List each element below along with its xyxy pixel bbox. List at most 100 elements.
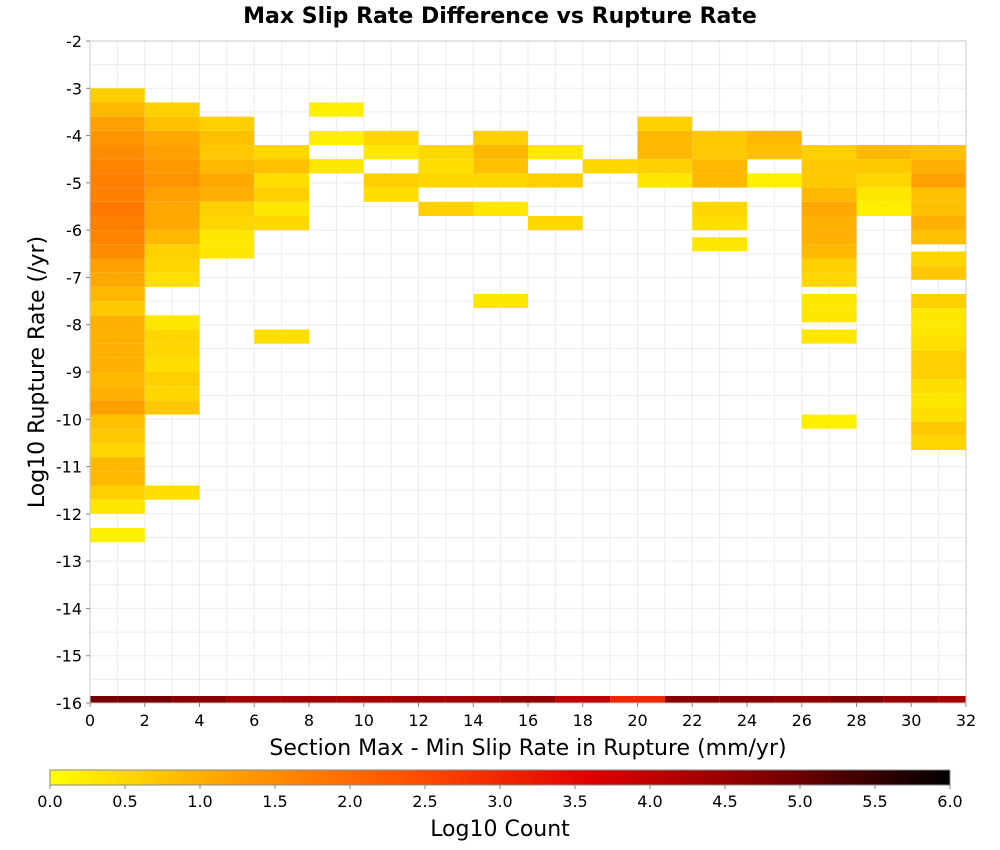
y-tick-label: -6 — [66, 221, 82, 240]
heatmap-cell — [911, 350, 966, 365]
heatmap-cell — [90, 159, 145, 174]
heatmap-cell — [199, 187, 255, 202]
heatmap-cell — [637, 130, 693, 146]
y-tick-label: -14 — [56, 599, 82, 618]
heatmap-cell — [856, 173, 912, 188]
colorbar-tick-label: 6.0 — [937, 792, 962, 811]
heatmap-cell-bottom-row — [281, 696, 337, 703]
heatmap-cell — [254, 201, 309, 216]
heatmap-cell — [254, 329, 309, 344]
heatmap-cell — [801, 308, 857, 323]
heatmap-cell — [911, 435, 966, 451]
x-tick-label: 2 — [140, 711, 150, 730]
heatmap-cell — [363, 145, 419, 160]
heatmap-cell — [90, 442, 145, 458]
heatmap-cell — [199, 201, 255, 216]
heatmap-cell — [856, 145, 912, 160]
heatmap-cell — [144, 244, 200, 259]
heatmap-cell — [911, 407, 966, 422]
heatmap-cell — [801, 244, 857, 259]
x-tick-label: 24 — [737, 711, 757, 730]
heatmap-cell — [199, 173, 255, 188]
heatmap-cell — [144, 173, 200, 188]
heatmap-cell — [199, 215, 255, 231]
heatmap-cell — [144, 215, 200, 231]
heatmap-cell — [801, 145, 857, 160]
colorbar-tick-label: 3.5 — [562, 792, 587, 811]
heatmap-cell — [90, 116, 145, 131]
heatmap-cell — [856, 201, 912, 216]
heatmap-cell — [309, 102, 364, 117]
heatmap-cell — [90, 414, 145, 429]
heatmap-cell-bottom-row — [391, 696, 446, 703]
heatmap-cell — [473, 145, 528, 160]
heatmap-cell — [90, 400, 145, 415]
heatmap-cell — [144, 102, 200, 117]
heatmap-cell — [801, 187, 857, 202]
colorbar-tick-label: 0.0 — [37, 792, 62, 811]
heatmap-cell — [90, 315, 145, 330]
heatmap-cell — [90, 357, 145, 372]
heatmap-cell-bottom-row — [500, 696, 556, 703]
heatmap-cell — [637, 173, 693, 188]
y-tick-label: -9 — [66, 363, 82, 382]
heatmap-cell — [144, 400, 200, 415]
colorbar — [49, 769, 951, 786]
heatmap-cell-bottom-row — [664, 696, 720, 703]
heatmap-cell — [911, 145, 966, 160]
y-tick-label: -15 — [56, 647, 82, 666]
heatmap-cell — [473, 173, 528, 188]
y-tick-label: -10 — [56, 410, 82, 429]
heatmap-cell — [90, 471, 145, 486]
y-tick-label: -3 — [66, 79, 82, 98]
heatmap-cell — [90, 485, 145, 500]
heatmap-cell — [199, 145, 255, 160]
x-tick-label: 20 — [627, 711, 647, 730]
y-tick-label: -7 — [66, 268, 82, 287]
heatmap-cell — [254, 145, 309, 160]
heatmap-cell — [801, 201, 857, 216]
heatmap-cell-bottom-row — [90, 696, 118, 703]
x-axis-ticks: 0 2 4 6 8 10 12 14 16 18 20 22 24 26 28 30 32 — [85, 703, 976, 730]
heatmap-cell — [473, 293, 528, 309]
heatmap-cell — [144, 201, 200, 216]
heatmap-cell — [144, 116, 200, 131]
heatmap-cell — [692, 130, 747, 146]
heatmap-cell — [254, 215, 309, 231]
heatmap-cell — [911, 336, 966, 351]
heatmap-cell — [90, 130, 145, 146]
heatmap-cells — [90, 88, 966, 703]
heatmap-cell — [363, 173, 419, 188]
heatmap-cell — [199, 230, 255, 245]
heatmap-cell-bottom-row — [226, 696, 282, 703]
heatmap-cell — [747, 145, 802, 160]
heatmap-cell — [90, 499, 145, 514]
heatmap-cell — [911, 201, 966, 216]
x-tick-label: 8 — [304, 711, 314, 730]
heatmap-cell — [90, 201, 145, 216]
heatmap-cell — [418, 159, 474, 174]
heatmap-cell — [144, 315, 200, 330]
heatmap-cell — [473, 130, 528, 146]
heatmap-cell — [911, 421, 966, 436]
heatmap-cell — [747, 130, 802, 146]
x-tick-label: 32 — [956, 711, 976, 730]
heatmap-cell — [144, 357, 200, 372]
heatmap-cell — [90, 372, 145, 387]
heatmap-cell — [801, 173, 857, 188]
colorbar-tick-label: 2.5 — [412, 792, 437, 811]
heatmap-cell — [692, 237, 747, 252]
heatmap-cell — [199, 244, 255, 259]
heatmap-cell-bottom-row — [555, 696, 611, 703]
heatmap-cell — [309, 130, 364, 146]
heatmap-cell — [90, 187, 145, 202]
heatmap-cell — [528, 215, 583, 231]
heatmap-cell-bottom-row — [610, 696, 665, 703]
heatmap-cell — [582, 159, 638, 174]
heatmap-cell — [801, 159, 857, 174]
heatmap-cell — [856, 159, 912, 174]
y-tick-label: -5 — [66, 174, 82, 193]
heatmap-cell — [144, 343, 200, 358]
colorbar-tick-label: 2.0 — [337, 792, 362, 811]
x-tick-label: 16 — [518, 711, 538, 730]
